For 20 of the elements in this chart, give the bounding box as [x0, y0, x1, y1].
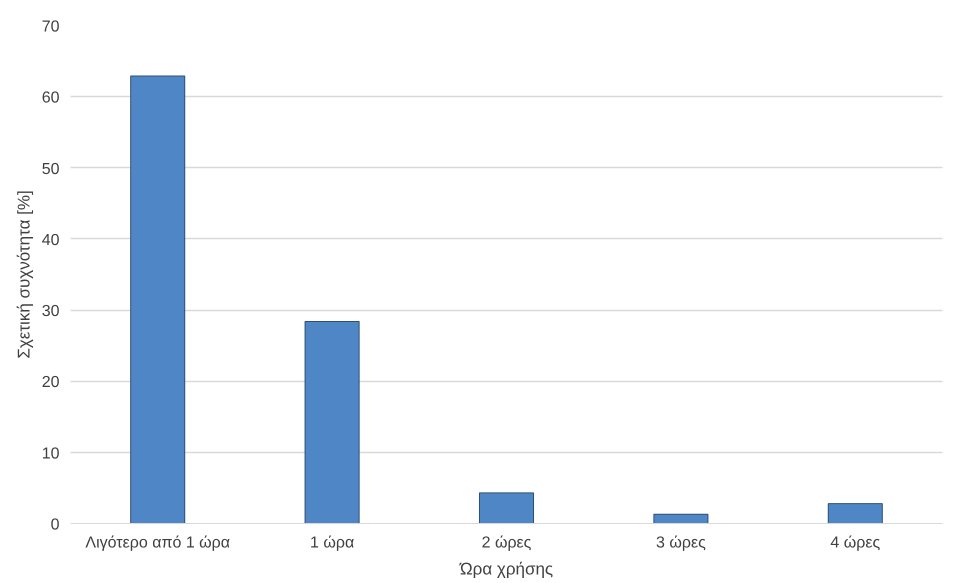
bar — [304, 320, 360, 524]
y-tick-label: 0 — [50, 516, 60, 534]
y-tick-label: 20 — [42, 374, 60, 392]
x-tick-label: 4 ώρες — [830, 534, 880, 552]
x-tick-label: Λιγότερο από 1 ώρα — [85, 534, 230, 552]
y-tick-label: 10 — [42, 445, 60, 462]
bar — [828, 503, 883, 524]
x-tick-label: 1 ώρα — [310, 534, 354, 552]
bar — [478, 492, 534, 524]
y-axis-title: Σχετική συχνότητα [%] — [14, 190, 34, 359]
y-tick-label: 60 — [42, 90, 60, 107]
x-axis-title: Ώρα χρήσης — [458, 560, 554, 578]
y-tick-label: 40 — [42, 232, 60, 249]
y-tick-label: 70 — [42, 18, 60, 36]
bar — [130, 76, 186, 524]
y-tick-label: 30 — [42, 303, 60, 320]
y-tick-label: 50 — [42, 160, 60, 178]
bar — [653, 514, 708, 524]
x-tick-label: 3 ώρες — [656, 534, 706, 552]
x-tick-label: 2 ώρες — [482, 534, 532, 552]
